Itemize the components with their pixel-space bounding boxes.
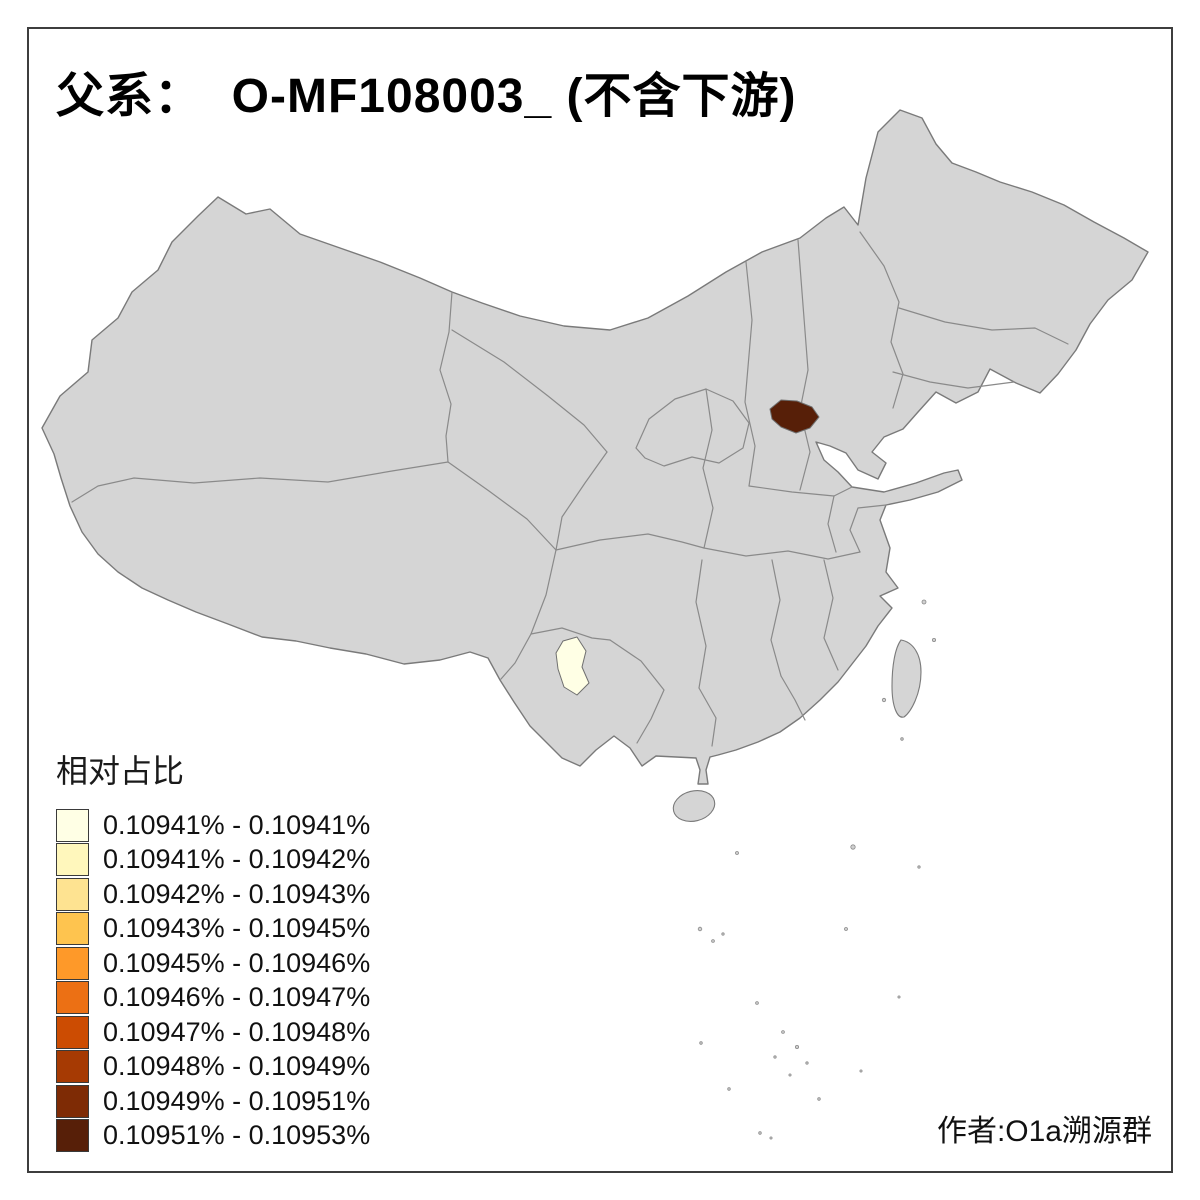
coastal-island-dot [900, 737, 904, 741]
legend-item: 0.10943% - 0.10945% [56, 912, 370, 947]
islands [672, 599, 937, 822]
province-border-line [703, 547, 861, 560]
island-dot [727, 1087, 731, 1091]
province-border-line [859, 231, 904, 409]
legend-swatch [56, 912, 89, 946]
island-dot [805, 1061, 809, 1065]
province-border-line [849, 504, 887, 553]
legend-label: 0.10947% - 0.10948% [103, 1016, 371, 1047]
island-dot [850, 844, 856, 850]
province-border-line [698, 687, 717, 747]
island-dot [844, 927, 848, 931]
province-border-line [609, 639, 665, 744]
legend-swatch [56, 1084, 89, 1118]
province-border-line [439, 291, 453, 463]
legend-label: 0.10948% - 0.10949% [103, 1051, 371, 1082]
china-mainland-outline [41, 109, 1149, 785]
legend-swatch [56, 1119, 89, 1153]
legend-label: 0.10949% - 0.10951% [103, 1085, 371, 1116]
region-highlight-dark [769, 399, 820, 434]
province-border-line [827, 495, 837, 553]
legend-swatch [56, 808, 89, 842]
region-highlight-light [555, 636, 590, 696]
legend-item: 0.10947% - 0.10948% [56, 1015, 370, 1050]
island-dot [711, 939, 715, 943]
legend-label: 0.10943% - 0.10945% [103, 913, 371, 944]
province-border-line [702, 388, 714, 549]
legend-swatch [56, 1050, 89, 1084]
legend-swatch [56, 981, 89, 1015]
province-border-line [770, 559, 782, 677]
legend-swatch [56, 1015, 89, 1049]
legend-item: 0.10951% - 0.10953% [56, 1119, 370, 1154]
legend-label: 0.10941% - 0.10941% [103, 809, 371, 840]
legend-swatch [56, 946, 89, 980]
island-dot [699, 1041, 703, 1045]
coastal-island-dot [881, 697, 887, 703]
province-border-line [447, 461, 557, 551]
province-border-line [748, 485, 853, 497]
province-border-line [823, 559, 839, 671]
hainan-island [672, 790, 716, 822]
legend-item: 0.10945% - 0.10946% [56, 946, 370, 981]
legend-swatch [56, 877, 89, 911]
island-dot [755, 1001, 759, 1005]
island-dot [735, 851, 739, 855]
taiwan-island [891, 639, 922, 718]
island-dot [817, 1097, 821, 1101]
province-border-line [451, 329, 608, 453]
province-border-line [555, 533, 705, 551]
attribution: 作者:O1a溯源群 [936, 1115, 1152, 1148]
legend-label: 0.10941% - 0.10942% [103, 844, 371, 875]
legend: 相对占比 0.10941% - 0.10941% 0.10941% - 0.109… [56, 746, 370, 1153]
province-border-line [530, 627, 611, 641]
legend-item: 0.10941% - 0.10941% [56, 808, 370, 843]
legend-item: 0.10946% - 0.10947% [56, 981, 370, 1016]
island-dot [721, 932, 725, 936]
province-border-line [892, 371, 1015, 389]
legend-label: 0.10946% - 0.10947% [103, 982, 371, 1013]
legend-title: 相对占比 [56, 753, 185, 789]
island-dot [781, 1030, 785, 1034]
south-china-sea-islands [697, 844, 921, 1140]
legend-swatch [56, 843, 89, 877]
legend-label: 0.10945% - 0.10946% [103, 947, 371, 978]
legend-items: 0.10941% - 0.10941% 0.10941% - 0.10942% 0.… [56, 808, 370, 1153]
island-dot [859, 1069, 863, 1073]
island-dot [769, 1136, 773, 1140]
province-border-line [555, 451, 608, 551]
island-dot [897, 995, 901, 999]
province-border-line [780, 675, 806, 721]
island-dot [758, 1131, 762, 1135]
island-dot [773, 1055, 777, 1059]
coastal-island-dot [921, 599, 927, 605]
province-border-line [71, 461, 449, 503]
legend-item: 0.10949% - 0.10951% [56, 1084, 370, 1119]
province-border-line [898, 307, 1069, 345]
legend-label: 0.10942% - 0.10943% [103, 878, 371, 909]
island-dot [788, 1073, 792, 1077]
province-border-line [635, 388, 750, 467]
legend-item: 0.10942% - 0.10943% [56, 877, 370, 912]
province-border-line [744, 261, 756, 487]
figure-title: 父系： O-MF108003_ (不含下游) [56, 70, 797, 123]
province-border-line [695, 559, 707, 689]
coastal-island-dot [932, 638, 937, 643]
island-dot [795, 1045, 800, 1050]
island-dot [697, 926, 703, 932]
legend-label: 0.10951% - 0.10953% [103, 1120, 371, 1151]
legend-item: 0.10941% - 0.10942% [56, 843, 370, 878]
legend-item: 0.10948% - 0.10949% [56, 1050, 370, 1085]
island-dot [917, 865, 921, 869]
